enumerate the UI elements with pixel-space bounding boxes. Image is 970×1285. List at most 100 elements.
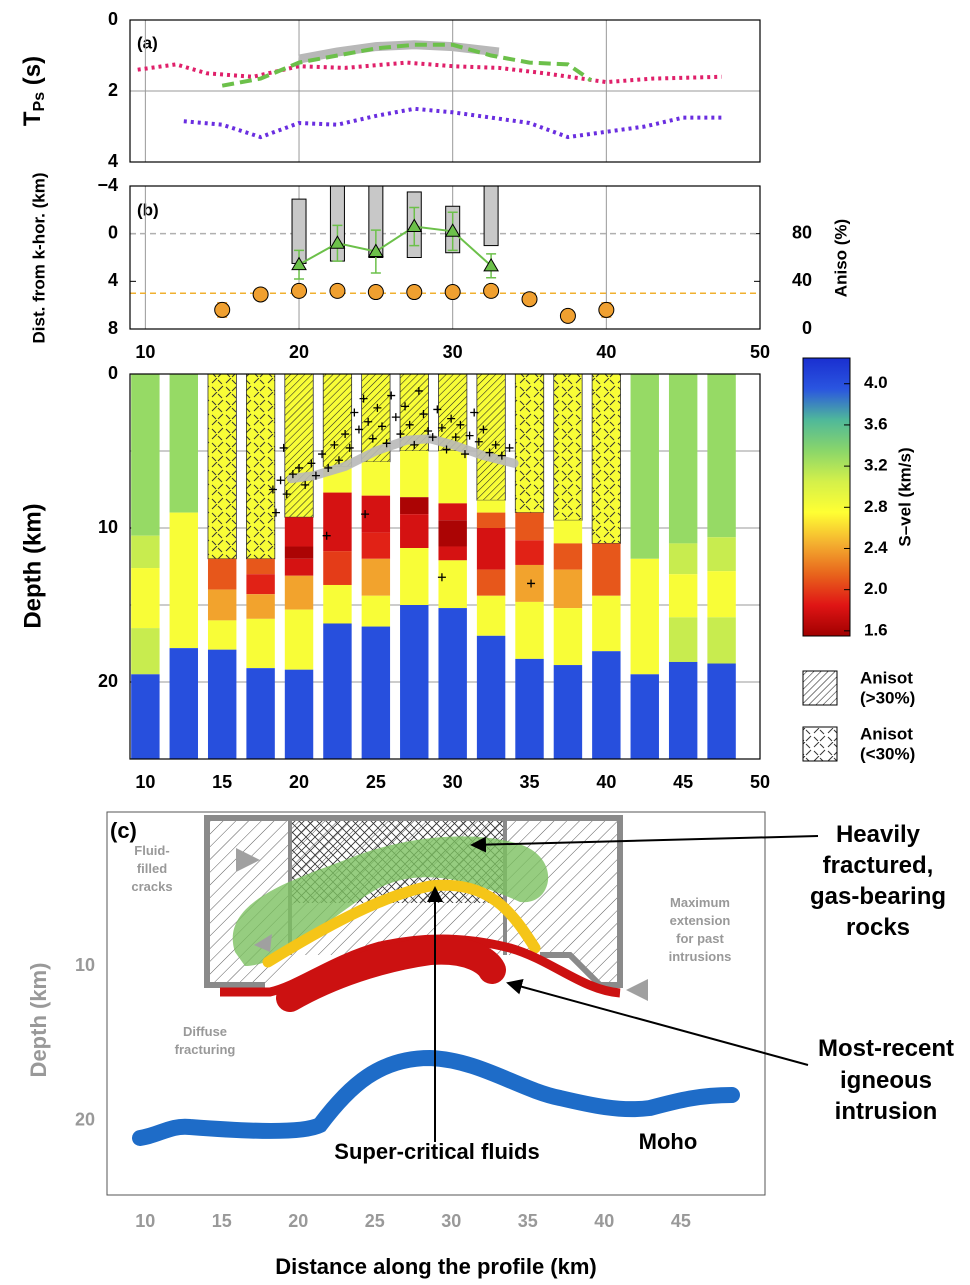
earthquake <box>324 463 333 472</box>
annotation-line: rocks <box>846 914 910 941</box>
colorbar-tick-label: 3.6 <box>864 414 888 433</box>
earthquake <box>345 443 354 452</box>
y-tick-label: 10 <box>98 517 118 537</box>
earthquake <box>311 471 320 480</box>
colorbar <box>802 357 851 637</box>
earthquake <box>479 425 488 434</box>
x-tick-label: 10 <box>135 1211 155 1231</box>
earthquake <box>359 394 368 403</box>
y-axis-label: Dist. from k-hor. (km) <box>29 173 48 344</box>
annotation-line: filled <box>137 861 167 876</box>
annotation-line: gas-bearing <box>810 883 946 910</box>
x-tick-label: 40 <box>596 342 616 362</box>
velocity-layer <box>438 520 467 547</box>
earthquake <box>433 405 442 414</box>
earthquake <box>437 423 446 432</box>
velocity-layer <box>553 543 583 570</box>
legend-label: Anisot <box>860 724 913 743</box>
velocity-layer <box>438 503 467 521</box>
earthquake <box>405 420 414 429</box>
y-tick-label: 0 <box>108 363 118 383</box>
annotation-line: Maximum <box>670 895 730 910</box>
velocity-layer <box>131 568 160 629</box>
annotation-line: intrusions <box>669 949 732 964</box>
earthquake <box>527 579 536 588</box>
velocity-layer <box>361 626 391 759</box>
anisotropy-hatch <box>553 373 583 521</box>
x-tick-label: 20 <box>289 342 309 362</box>
annotation-line: intrusion <box>835 1098 938 1125</box>
anisotropy-hatch <box>284 373 314 518</box>
velocity-layer <box>246 668 275 759</box>
annotation-line: fractured, <box>823 852 934 879</box>
earthquake <box>322 531 331 540</box>
velocity-layer <box>515 512 544 541</box>
x-tick-label: 25 <box>365 1211 385 1231</box>
anisotropy-hatch <box>476 373 506 501</box>
earthquake <box>364 417 373 426</box>
y-axis-label-part: Ps <box>31 92 48 112</box>
velocity-layer <box>476 528 506 570</box>
legend-label: Anisot <box>860 668 913 687</box>
velocity-layer <box>553 608 583 666</box>
velocity-layer <box>207 589 237 621</box>
earthquake <box>350 408 359 417</box>
x-tick-label: 50 <box>750 772 770 792</box>
earthquake <box>378 422 386 431</box>
annotation: Most-recent igneous intrusion <box>818 1035 954 1125</box>
earthquake <box>410 440 419 449</box>
velocity-layer <box>246 558 275 575</box>
velocity-layer <box>707 374 736 538</box>
data-point <box>367 243 384 258</box>
annotation-line: Heavily <box>836 821 921 848</box>
velocity-layer <box>438 560 467 609</box>
earthquake <box>414 386 423 395</box>
y-tick-label: 4 <box>108 270 118 290</box>
velocity-layer <box>361 461 391 496</box>
earthquake <box>424 426 433 435</box>
x-tick-label: 10 <box>135 342 155 362</box>
earthquake <box>361 510 370 519</box>
velocity-layer <box>323 623 352 759</box>
y2-axis-label: Aniso (%) <box>831 219 850 297</box>
annotation-line: igneous <box>840 1067 932 1094</box>
velocity-layer <box>246 594 275 619</box>
annotation-line: fracturing <box>175 1042 236 1057</box>
anisotropy-hatch <box>207 373 237 560</box>
earthquake <box>428 433 437 442</box>
earthquake <box>318 450 327 459</box>
velocity-layer <box>592 595 621 652</box>
earthquake <box>470 408 479 417</box>
range-box <box>483 185 499 247</box>
y-tick-label: 20 <box>75 1110 95 1130</box>
arrow <box>254 934 272 952</box>
velocity-layer <box>592 543 621 596</box>
x-tick-label: 30 <box>443 772 463 792</box>
velocity-layer <box>323 584 352 624</box>
plot-frame <box>129 185 761 330</box>
y2-tick-label: 80 <box>792 222 812 242</box>
earthquake <box>451 433 460 442</box>
annotation: Fluid-filled cracks <box>131 843 172 894</box>
velocity-layer <box>284 517 314 547</box>
x-tick-label: 25 <box>366 772 386 792</box>
y-axis-label-part: (s) <box>19 56 46 92</box>
earthquake <box>437 573 446 582</box>
velocity-layer <box>476 512 506 528</box>
earthquake <box>391 413 400 422</box>
x-tick-label: 30 <box>443 342 463 362</box>
y-tick-label: −4 <box>97 175 118 195</box>
velocity-layer <box>361 595 391 627</box>
x-tick-label: 20 <box>288 1211 308 1231</box>
data-point <box>598 301 615 318</box>
x-tick-label: 15 <box>212 1211 232 1231</box>
y-tick-label: 2 <box>108 80 118 100</box>
velocity-layer <box>553 569 583 609</box>
velocity-layer <box>668 617 698 662</box>
earthquake <box>465 431 474 440</box>
velocity-layer <box>131 535 160 569</box>
x-tick-label: 40 <box>596 772 616 792</box>
velocity-layer <box>515 540 544 565</box>
colorbar-label: S–vel (km/s) <box>895 447 914 546</box>
